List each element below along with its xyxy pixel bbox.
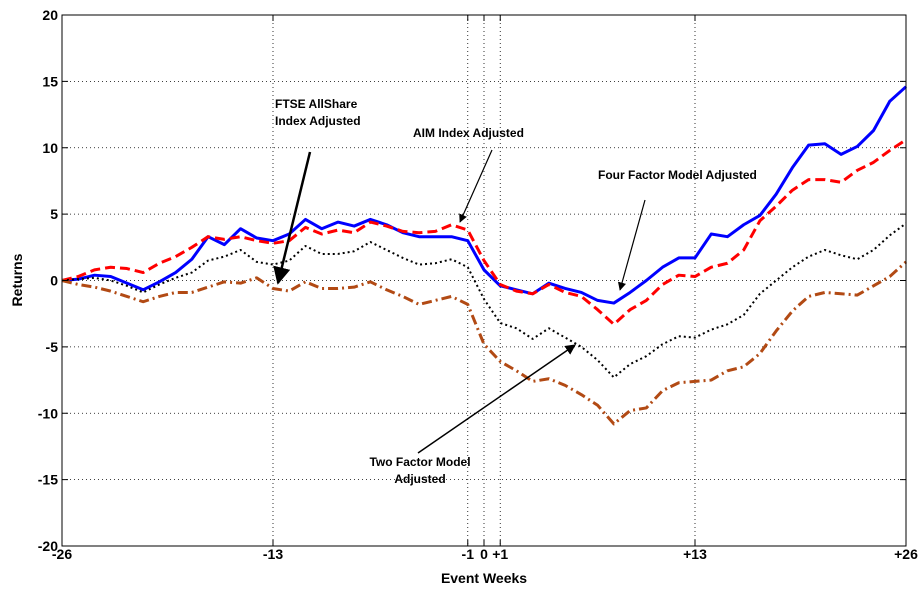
arrow (459, 149, 493, 223)
lines (61, 85, 908, 426)
y-tick-label: -5 (46, 339, 59, 355)
x-tick-label: -1 (462, 546, 475, 562)
plot-frame (61, 14, 907, 547)
x-tick-label: 0 (480, 546, 488, 562)
x-tick-label: +13 (683, 546, 707, 562)
annotation: Four Factor Model Adjusted (598, 168, 757, 182)
arrow (617, 199, 646, 291)
y-tick-label: 20 (42, 7, 58, 23)
annotation: FTSE AllShare Index Adjusted (275, 97, 361, 128)
y-tick-label: -15 (38, 472, 58, 488)
series-line (61, 222, 907, 379)
y-tick-label: -10 (38, 405, 58, 421)
x-axis-label: Event Weeks (441, 570, 527, 586)
annotation: Two Factor Model Adjusted (369, 455, 471, 486)
y-tick-label: 15 (42, 73, 58, 89)
series-line (61, 138, 907, 326)
arrow (273, 151, 312, 285)
x-tick-label: -13 (263, 546, 283, 562)
series-line (61, 85, 908, 305)
y-tick-label: 10 (42, 140, 58, 156)
x-tick-label: +26 (894, 546, 918, 562)
y-axis-label: Returns (9, 253, 25, 306)
x-tick-label: -26 (52, 546, 72, 562)
y-tick-label: 5 (50, 206, 58, 222)
y-tick-label: -20 (38, 538, 58, 554)
series-line (61, 260, 908, 426)
annotation: AIM Index Adjusted (413, 126, 524, 140)
x-tick-label: +1 (492, 546, 508, 562)
y-tick-label: 0 (50, 273, 58, 289)
arrow (417, 344, 576, 454)
grid (61, 14, 907, 547)
